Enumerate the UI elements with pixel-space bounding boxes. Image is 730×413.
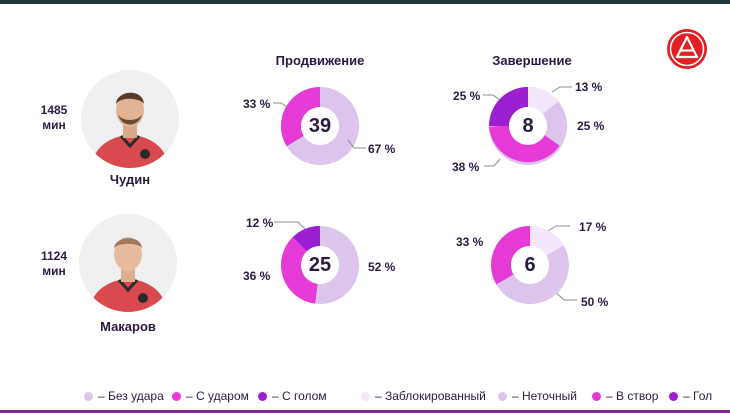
legend: – Без удара – С ударом – С голом – Забло… <box>0 389 730 405</box>
player-minutes: 1124 мин <box>34 249 74 279</box>
minutes-value: 1124 <box>40 249 68 263</box>
legend-swatch-icon <box>592 391 601 401</box>
bottom-bar <box>0 410 730 413</box>
legend-label: – Гол <box>683 389 713 403</box>
progress-pct-label: 67 % <box>368 142 396 156</box>
legend-item: – В створ <box>592 389 658 403</box>
player-name: Макаров <box>100 319 156 334</box>
legend-label: – Заблокированный <box>375 389 486 403</box>
legend-item: – С голом <box>258 389 327 403</box>
finish-pct-label: 25 % <box>577 119 605 133</box>
legend-label: – Неточный <box>512 389 577 403</box>
legend-swatch-icon <box>669 391 678 401</box>
donut-finish-chudin: 8 <box>489 87 567 165</box>
progress-column-title: Продвижение <box>275 53 365 68</box>
legend-swatch-icon <box>361 391 370 401</box>
donut-center-value: 25 <box>308 254 332 276</box>
finish-pct-label: 13 % <box>575 80 603 94</box>
avatar <box>81 70 179 168</box>
top-bar <box>0 0 730 4</box>
legend-item: – Без удара <box>84 389 164 403</box>
finish-pct-label: 38 % <box>452 160 480 174</box>
legend-swatch-icon <box>172 391 181 401</box>
donut-progress-makarov: 25 <box>281 226 359 304</box>
legend-label: – Без удара <box>98 389 164 403</box>
minutes-value: 1485 <box>40 103 68 117</box>
legend-label: – С ударом <box>186 389 249 403</box>
legend-item: – Гол <box>669 389 712 403</box>
progress-pct-label: 36 % <box>243 269 271 283</box>
finish-column-title: Завершение <box>492 53 572 68</box>
minutes-unit: мин <box>42 118 66 132</box>
finish-pct-label: 33 % <box>456 235 484 249</box>
progress-pct-label: 33 % <box>243 97 271 111</box>
player-photo-icon <box>89 237 167 312</box>
legend-swatch-icon <box>498 391 507 401</box>
donut-center-value: 8 <box>522 115 534 137</box>
finish-pct-label: 50 % <box>581 295 609 309</box>
legend-swatch-icon <box>84 391 93 401</box>
finish-pct-label: 25 % <box>453 89 481 103</box>
donut-center-value: 39 <box>308 115 332 137</box>
avatar <box>79 214 177 312</box>
legend-label: – В створ <box>606 389 659 403</box>
player-name: Чудин <box>109 172 151 187</box>
legend-item: – С ударом <box>172 389 249 403</box>
legend-swatch-icon <box>258 391 267 401</box>
donut-progress-chudin: 39 <box>281 86 359 165</box>
club-logo-icon <box>667 29 707 69</box>
legend-label: – С голом <box>272 389 327 403</box>
donut-center-value: 6 <box>524 254 536 276</box>
legend-item: – Неточный <box>498 389 577 403</box>
progress-pct-label: 12 % <box>246 216 274 230</box>
legend-item: – Заблокированный <box>361 389 486 403</box>
progress-pct-label: 52 % <box>368 260 396 274</box>
donut-finish-makarov: 6 <box>491 226 569 304</box>
minutes-unit: мин <box>42 264 66 278</box>
finish-pct-label: 17 % <box>579 220 607 234</box>
player-photo-icon <box>91 92 169 168</box>
player-minutes: 1485 мин <box>34 103 74 133</box>
